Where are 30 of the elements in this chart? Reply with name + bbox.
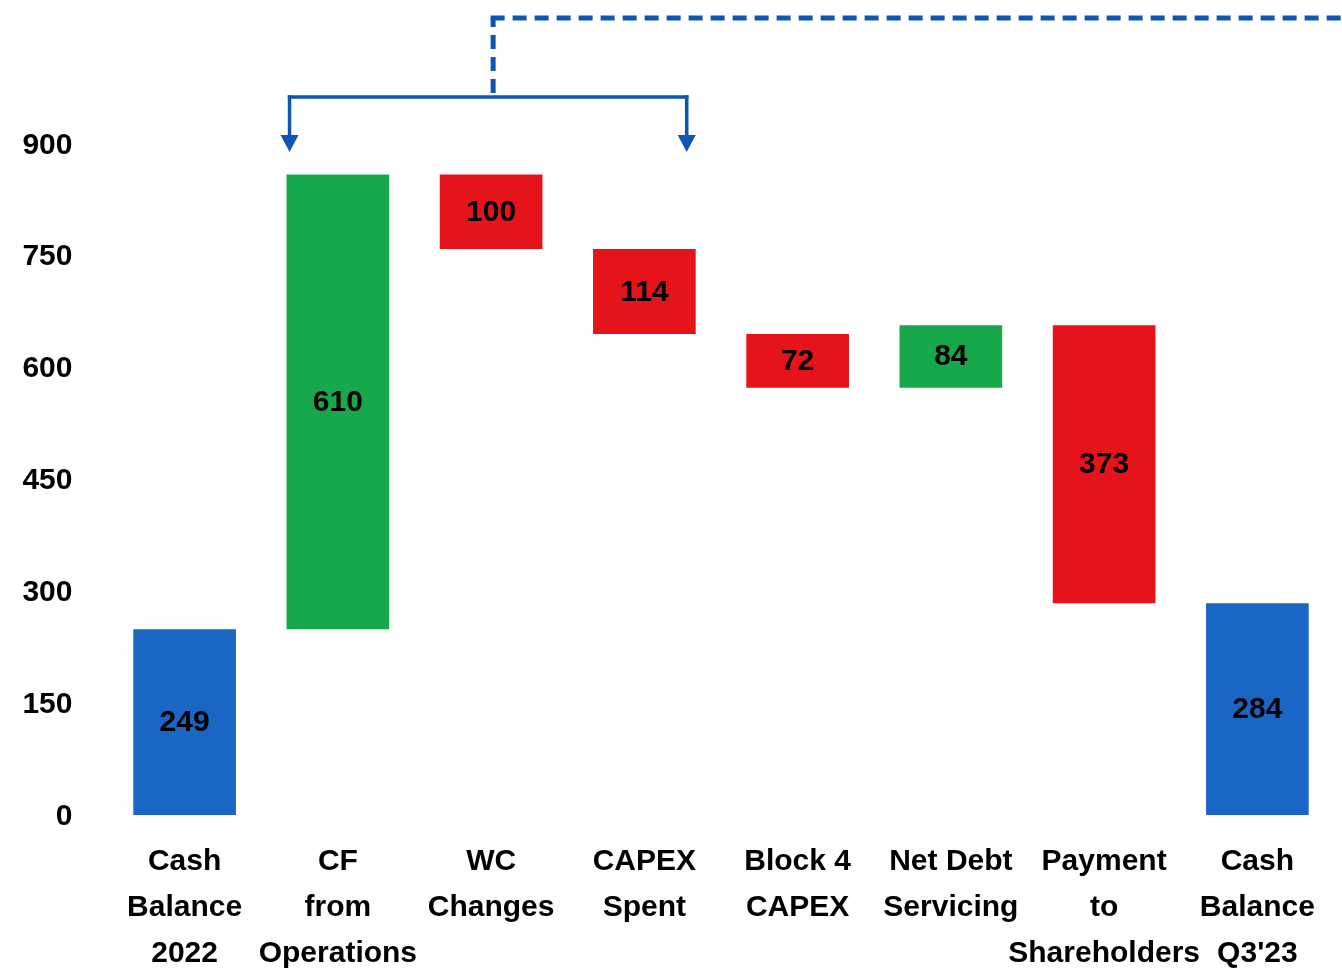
y-tick-label: 900 bbox=[22, 126, 73, 160]
x-tick-label: Net Debt Servicing bbox=[883, 842, 1019, 922]
data-label: 610 bbox=[312, 383, 363, 417]
data-label: 373 bbox=[1079, 446, 1130, 480]
bar bbox=[133, 629, 236, 815]
bar bbox=[1052, 325, 1156, 604]
data-label: 84 bbox=[934, 338, 968, 372]
y-tick-label: 450 bbox=[22, 462, 73, 495]
bar bbox=[1206, 603, 1309, 815]
bar bbox=[286, 174, 390, 630]
y-tick-label: 300 bbox=[22, 573, 73, 607]
y-tick-label: 150 bbox=[22, 685, 73, 719]
bar bbox=[746, 334, 849, 388]
bar bbox=[593, 249, 696, 335]
x-tick-label: Block 4 CAPEX bbox=[744, 842, 852, 922]
data-label: 114 bbox=[620, 273, 669, 307]
x-tick-label: CF from Operations bbox=[258, 842, 418, 968]
data-label: 249 bbox=[159, 704, 210, 738]
y-tick-label: 0 bbox=[55, 797, 73, 831]
data-label: 284 bbox=[1232, 691, 1283, 725]
y-tick-label: 750 bbox=[22, 238, 73, 272]
bar bbox=[439, 174, 543, 250]
bar bbox=[899, 325, 1003, 388]
x-tick-label: Cash Balance 2022 bbox=[127, 842, 243, 968]
data-label: 72 bbox=[780, 342, 815, 376]
data-label: 100 bbox=[466, 193, 517, 227]
x-tick-label: WC Changes bbox=[427, 842, 555, 922]
x-tick-label: CAPEX Spent bbox=[592, 842, 697, 922]
x-tick-label: Cash Balance Q3'23 bbox=[1199, 842, 1315, 968]
y-tick-label: 600 bbox=[22, 350, 73, 384]
